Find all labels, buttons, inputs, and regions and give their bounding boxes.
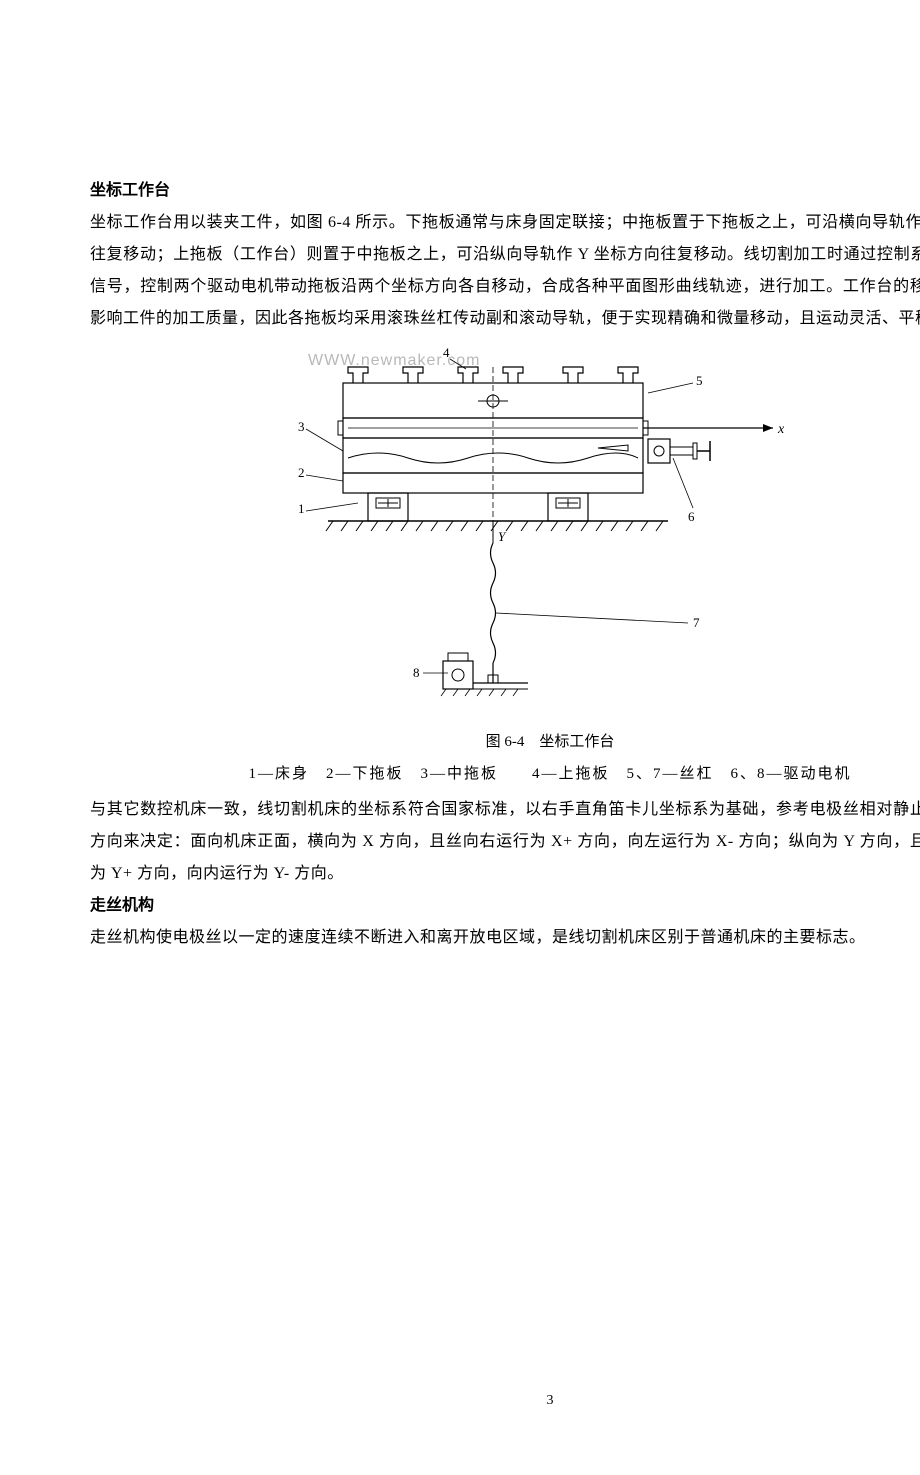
y-axis-label: Y [498, 529, 507, 544]
page-container: 坐标工作台 坐标工作台用以装夹工件，如图 6-4 所示。下拖板通常与床身固定联接… [90, 175, 920, 1475]
section1-heading: 坐标工作台 [90, 175, 920, 207]
figure-container: WWW.newmaker.com [90, 343, 920, 790]
label-2: 2 [298, 465, 305, 480]
figure-6-4: WWW.newmaker.com [248, 343, 851, 789]
label-4: 4 [443, 345, 450, 360]
label-1: 1 [298, 501, 305, 516]
section3-paragraph: 走丝机构使电极丝以一定的速度连续不断进入和离开放电区域，是线切割机床区别于普通机… [90, 922, 920, 954]
section1-paragraph: 坐标工作台用以装夹工件，如图 6-4 所示。下拖板通常与床身固定联接；中拖板置于… [90, 207, 920, 335]
label-5: 5 [696, 373, 703, 388]
page-number: 3 [90, 1387, 920, 1415]
figure-legend: 1—床身 2—下拖板 3—中拖板 4—上拖板 5、7—丝杠 6、8—驱动电机 [248, 759, 851, 789]
figure-caption: 图 6-4 坐标工作台 [248, 727, 851, 757]
figure-watermark: WWW.newmaker.com [308, 352, 480, 369]
label-8: 8 [413, 665, 420, 680]
section3-heading: 走丝机构 [90, 890, 920, 922]
section2-paragraph: 与其它数控机床一致，线切割机床的坐标系符合国家标准，以右手直角笛卡儿坐标系为基础… [90, 794, 920, 890]
label-6: 6 [688, 509, 695, 524]
label-3: 3 [298, 419, 305, 434]
label-7: 7 [693, 615, 700, 630]
x-axis-label: x [777, 422, 785, 437]
